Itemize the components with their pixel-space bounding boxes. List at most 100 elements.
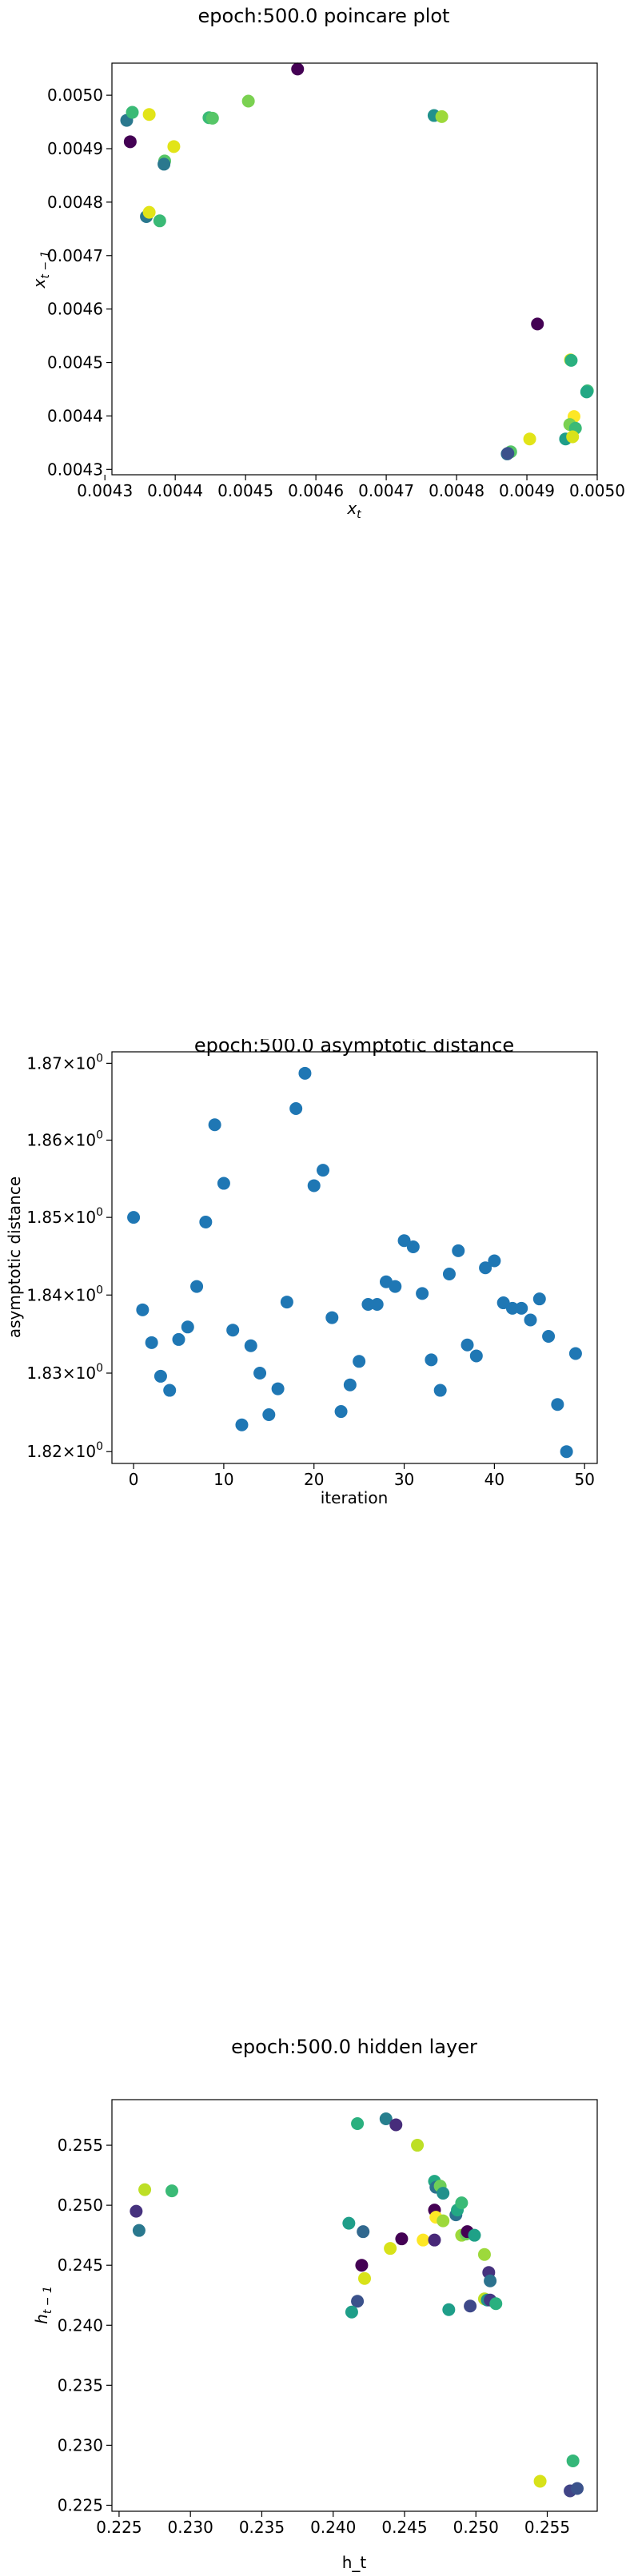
data-point xyxy=(442,2303,456,2316)
data-point xyxy=(351,2117,365,2131)
y-tick-label: 0.0048 xyxy=(47,193,103,212)
y-tick-label: 0.245 xyxy=(58,2255,103,2275)
data-point xyxy=(343,1378,357,1392)
x-tick-label: 0 xyxy=(129,1470,139,1489)
data-point xyxy=(280,1296,293,1309)
asymptotic-distance-chart: epoch:500.0 asymptotic distance 0 10 20 30 4… xyxy=(5,1039,598,1507)
y-tick-label: 1.86×100 xyxy=(26,1129,103,1149)
data-point xyxy=(123,135,137,149)
data-point xyxy=(244,1339,257,1352)
data-point xyxy=(351,2295,365,2308)
data-point xyxy=(226,1324,240,1337)
data-point xyxy=(325,1311,339,1324)
hidden-plot-area xyxy=(111,2099,598,2512)
data-point xyxy=(469,1349,483,1363)
data-point xyxy=(235,1418,249,1431)
data-point xyxy=(524,1313,537,1327)
data-point xyxy=(417,2233,430,2247)
poincare-x-axis-label: xt xyxy=(346,499,361,521)
data-point xyxy=(142,205,156,219)
data-point xyxy=(334,1405,348,1419)
y-tick-label: 1.83×100 xyxy=(26,1362,103,1383)
data-point xyxy=(241,94,255,108)
data-point xyxy=(455,2196,469,2210)
y-tick-label: 0.0046 xyxy=(47,300,103,319)
hidden-x-ticks: 0.225 0.230 0.235 0.240 0.245 0.250 0.255 xyxy=(96,2511,570,2537)
data-point xyxy=(307,1179,321,1192)
data-point xyxy=(154,1369,167,1383)
data-point xyxy=(580,385,593,399)
asymptotic-distance-title: epoch:500.0 asymptotic distance xyxy=(194,1039,514,1057)
y-tick-label: 1.84×100 xyxy=(26,1284,103,1304)
data-point xyxy=(130,2204,143,2218)
data-point xyxy=(395,2232,409,2246)
data-point xyxy=(142,108,156,121)
data-point xyxy=(199,1215,213,1228)
data-point xyxy=(571,2482,584,2495)
x-tick-label: 0.0043 xyxy=(77,481,133,500)
data-point xyxy=(461,1338,474,1352)
x-tick-label: 0.255 xyxy=(524,2518,570,2537)
hidden-y-axis-label: ht − 1 xyxy=(32,2286,54,2324)
data-point xyxy=(145,1336,158,1349)
asymptotic-points xyxy=(127,1066,582,1459)
data-point xyxy=(158,157,171,171)
x-tick-label: 0.0046 xyxy=(288,481,344,500)
y-tick-label: 1.87×100 xyxy=(26,1052,103,1073)
y-tick-label: 0.225 xyxy=(58,2495,103,2514)
data-point xyxy=(389,1280,402,1293)
y-tick-label: 0.230 xyxy=(58,2435,103,2455)
y-tick-label: 0.250 xyxy=(58,2196,103,2215)
data-point xyxy=(389,2118,403,2132)
data-point xyxy=(416,1287,429,1300)
data-point xyxy=(127,1211,141,1224)
data-point xyxy=(271,1382,285,1395)
data-point xyxy=(433,1384,447,1397)
data-point xyxy=(437,2214,450,2228)
y-tick-label: 1.85×100 xyxy=(26,1206,103,1227)
poincare-y-axis-label: xt − 1 xyxy=(30,251,52,289)
x-tick-label: 20 xyxy=(304,1470,324,1489)
poincare-points xyxy=(120,62,594,460)
data-point xyxy=(253,1366,267,1380)
data-point xyxy=(353,1355,366,1368)
y-tick-label: 0.235 xyxy=(58,2375,103,2395)
data-point xyxy=(532,1292,546,1306)
x-tick-label: 30 xyxy=(394,1470,414,1489)
hidden-points xyxy=(130,2112,584,2498)
data-point xyxy=(489,2297,503,2311)
data-point xyxy=(452,1244,465,1257)
poincare-plot-chart: epoch:500.0 poincare plot 0.0043 0.0044 0.… xyxy=(30,5,625,521)
y-tick-label: 0.0049 xyxy=(47,139,103,158)
x-tick-label: 50 xyxy=(574,1470,594,1489)
data-point xyxy=(542,1330,556,1344)
data-point xyxy=(181,1320,194,1334)
data-point xyxy=(477,2248,491,2261)
x-tick-label: 0.230 xyxy=(168,2518,213,2537)
asymptotic-x-ticks: 0 10 20 30 40 50 xyxy=(129,1463,595,1489)
data-point xyxy=(298,1066,312,1080)
data-point xyxy=(289,1102,303,1116)
data-point xyxy=(531,317,544,331)
y-tick-label: 0.255 xyxy=(58,2136,103,2155)
data-point xyxy=(355,2259,369,2272)
data-point xyxy=(560,1445,573,1459)
data-point xyxy=(370,1297,384,1311)
x-tick-label: 0.250 xyxy=(453,2518,499,2537)
data-point xyxy=(153,214,166,228)
data-point xyxy=(217,1177,230,1190)
data-point xyxy=(357,2271,371,2285)
x-tick-label: 40 xyxy=(484,1470,504,1489)
data-point xyxy=(468,2228,481,2242)
data-point xyxy=(564,353,578,367)
data-point xyxy=(488,1254,501,1268)
x-tick-label: 0.0044 xyxy=(147,481,203,500)
data-point xyxy=(384,2242,397,2255)
data-point xyxy=(479,1261,492,1275)
data-point xyxy=(262,1407,276,1421)
x-tick-label: 0.0050 xyxy=(569,481,625,500)
y-tick-label: 0.0045 xyxy=(47,353,103,372)
data-point xyxy=(533,2474,547,2488)
data-point xyxy=(317,1164,330,1177)
poincare-plot-area xyxy=(111,62,598,476)
